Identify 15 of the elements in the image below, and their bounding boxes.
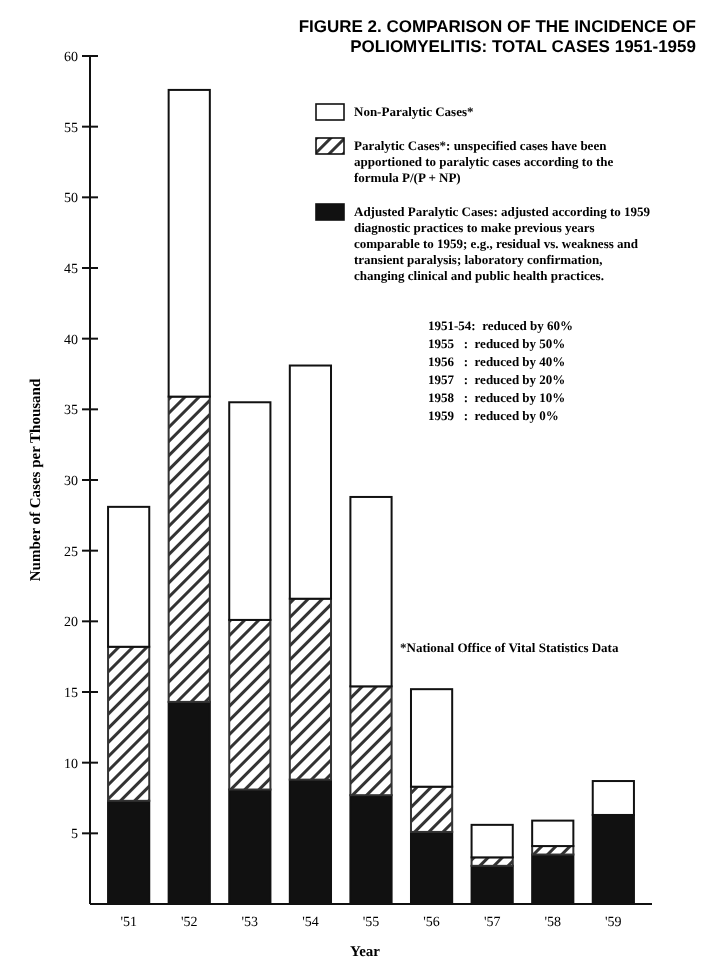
bar (409, 688, 454, 788)
bar (107, 645, 151, 802)
bar (228, 618, 272, 791)
bar (349, 495, 393, 688)
bar (349, 685, 393, 797)
bar (531, 819, 575, 848)
bar (107, 505, 151, 648)
bar (288, 597, 333, 781)
bar (470, 823, 514, 859)
bar (167, 395, 211, 703)
bar (167, 88, 211, 398)
bar (228, 401, 272, 621)
bar (288, 364, 333, 600)
bar (409, 785, 454, 833)
chart-title: FIGURE 2. COMPARISON OF THE INCIDENCE OF POLIOMYELITIS: TOTAL CASES 1951-1959 (298, 16, 697, 56)
